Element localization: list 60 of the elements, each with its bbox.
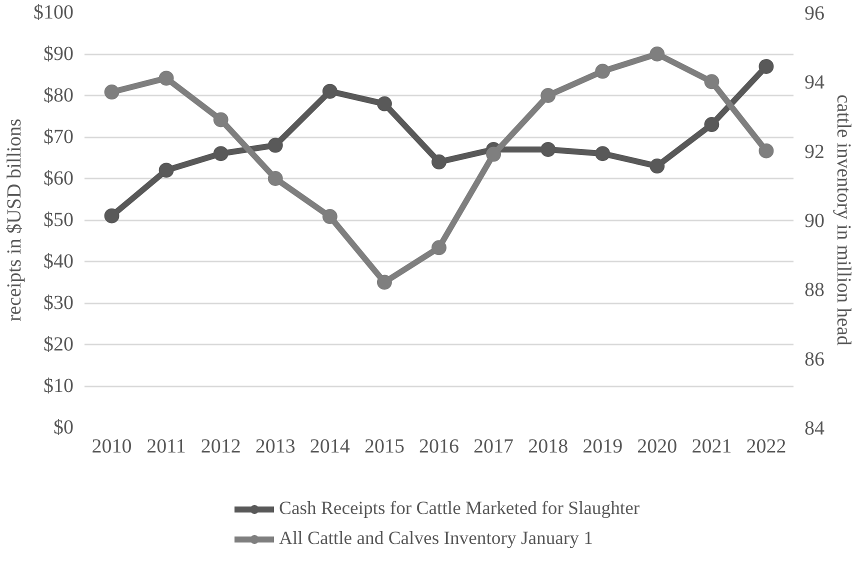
x-tick-label: 2012 bbox=[200, 436, 241, 458]
y-tick-label: $0 bbox=[54, 416, 74, 438]
point bbox=[704, 117, 720, 132]
x-tick-label: 2021 bbox=[692, 436, 732, 458]
point bbox=[704, 74, 720, 90]
y2-tick-label: 94 bbox=[804, 72, 824, 94]
point bbox=[595, 146, 610, 162]
y2-tick-label: 84 bbox=[804, 418, 824, 440]
point bbox=[432, 154, 446, 170]
point bbox=[540, 142, 556, 157]
x-tick-label: 2018 bbox=[528, 436, 568, 458]
y-tick-label: $90 bbox=[44, 43, 74, 65]
x-tick-label: 2010 bbox=[92, 436, 132, 458]
y2-tick-label: 88 bbox=[804, 279, 824, 302]
point bbox=[376, 96, 392, 112]
point bbox=[104, 208, 120, 224]
point bbox=[650, 158, 665, 174]
y2-tick-label: 92 bbox=[804, 140, 824, 163]
y-tick-label: $100 bbox=[34, 2, 74, 24]
y-axis-title: receipts in $USD billions bbox=[4, 118, 26, 322]
point bbox=[540, 88, 556, 103]
y2-tick-label: 90 bbox=[804, 210, 824, 232]
x-tick-label: 2020 bbox=[637, 436, 678, 458]
y-tick-label: $80 bbox=[44, 84, 74, 106]
point bbox=[376, 274, 392, 290]
legend-label: Cash Receipts for Cattle Marketed for Slaughter bbox=[279, 498, 640, 520]
x-tick-label: 2016 bbox=[419, 436, 459, 458]
y-tick-label: $40 bbox=[44, 250, 74, 272]
x-tick-label: 2017 bbox=[474, 436, 514, 458]
point bbox=[158, 70, 174, 86]
point bbox=[322, 84, 338, 99]
y2-tick-label: 96 bbox=[804, 2, 824, 24]
point bbox=[650, 46, 665, 62]
y-tick-label: $10 bbox=[44, 375, 74, 397]
y-tick-label: $50 bbox=[44, 209, 74, 231]
legend-label: All Cattle and Calves Inventory January 1 bbox=[279, 528, 593, 550]
y-tick-label: $70 bbox=[44, 126, 74, 148]
point bbox=[595, 64, 610, 79]
y-tick-label: $30 bbox=[44, 292, 74, 314]
y2-tick-label: 86 bbox=[804, 348, 824, 370]
x-tick-label: 2013 bbox=[255, 436, 296, 458]
point bbox=[486, 146, 502, 162]
point bbox=[104, 84, 120, 100]
point bbox=[213, 146, 228, 162]
point bbox=[213, 112, 228, 128]
y2-axis-title: cattle inventory in million head bbox=[832, 94, 854, 346]
point bbox=[758, 143, 774, 158]
x-tick-label: 2011 bbox=[146, 436, 186, 458]
point bbox=[158, 162, 174, 178]
x-tick-label: 2015 bbox=[364, 436, 404, 458]
point bbox=[322, 209, 338, 224]
point bbox=[268, 171, 283, 186]
x-tick-label: 2014 bbox=[310, 436, 350, 458]
y-tick-label: $20 bbox=[44, 334, 74, 356]
x-tick-label: 2019 bbox=[582, 436, 623, 458]
point bbox=[432, 240, 446, 256]
point bbox=[758, 58, 774, 74]
point bbox=[268, 138, 283, 153]
y-tick-label: $60 bbox=[44, 168, 74, 190]
x-tick-label: 2022 bbox=[746, 436, 786, 458]
